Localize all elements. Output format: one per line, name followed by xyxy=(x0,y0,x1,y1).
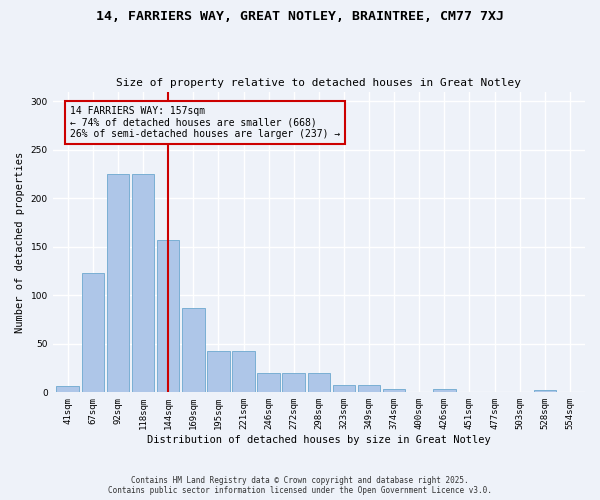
Bar xyxy=(56,386,79,392)
Bar xyxy=(332,384,355,392)
Y-axis label: Number of detached properties: Number of detached properties xyxy=(15,152,25,332)
Bar xyxy=(308,373,330,392)
Text: Contains HM Land Registry data © Crown copyright and database right 2025.
Contai: Contains HM Land Registry data © Crown c… xyxy=(108,476,492,495)
Bar xyxy=(157,240,179,392)
Bar xyxy=(207,350,230,393)
Bar xyxy=(433,390,455,392)
Bar xyxy=(257,373,280,392)
Bar xyxy=(232,350,255,393)
Title: Size of property relative to detached houses in Great Notley: Size of property relative to detached ho… xyxy=(116,78,521,88)
Text: 14 FARRIERS WAY: 157sqm
← 74% of detached houses are smaller (668)
26% of semi-d: 14 FARRIERS WAY: 157sqm ← 74% of detache… xyxy=(70,106,340,140)
Bar xyxy=(283,373,305,392)
X-axis label: Distribution of detached houses by size in Great Notley: Distribution of detached houses by size … xyxy=(147,435,491,445)
Text: 14, FARRIERS WAY, GREAT NOTLEY, BRAINTREE, CM77 7XJ: 14, FARRIERS WAY, GREAT NOTLEY, BRAINTRE… xyxy=(96,10,504,23)
Bar xyxy=(82,273,104,392)
Bar xyxy=(182,308,205,392)
Bar xyxy=(132,174,154,392)
Bar xyxy=(358,384,380,392)
Bar xyxy=(533,390,556,392)
Bar xyxy=(107,174,129,392)
Bar xyxy=(383,390,406,392)
